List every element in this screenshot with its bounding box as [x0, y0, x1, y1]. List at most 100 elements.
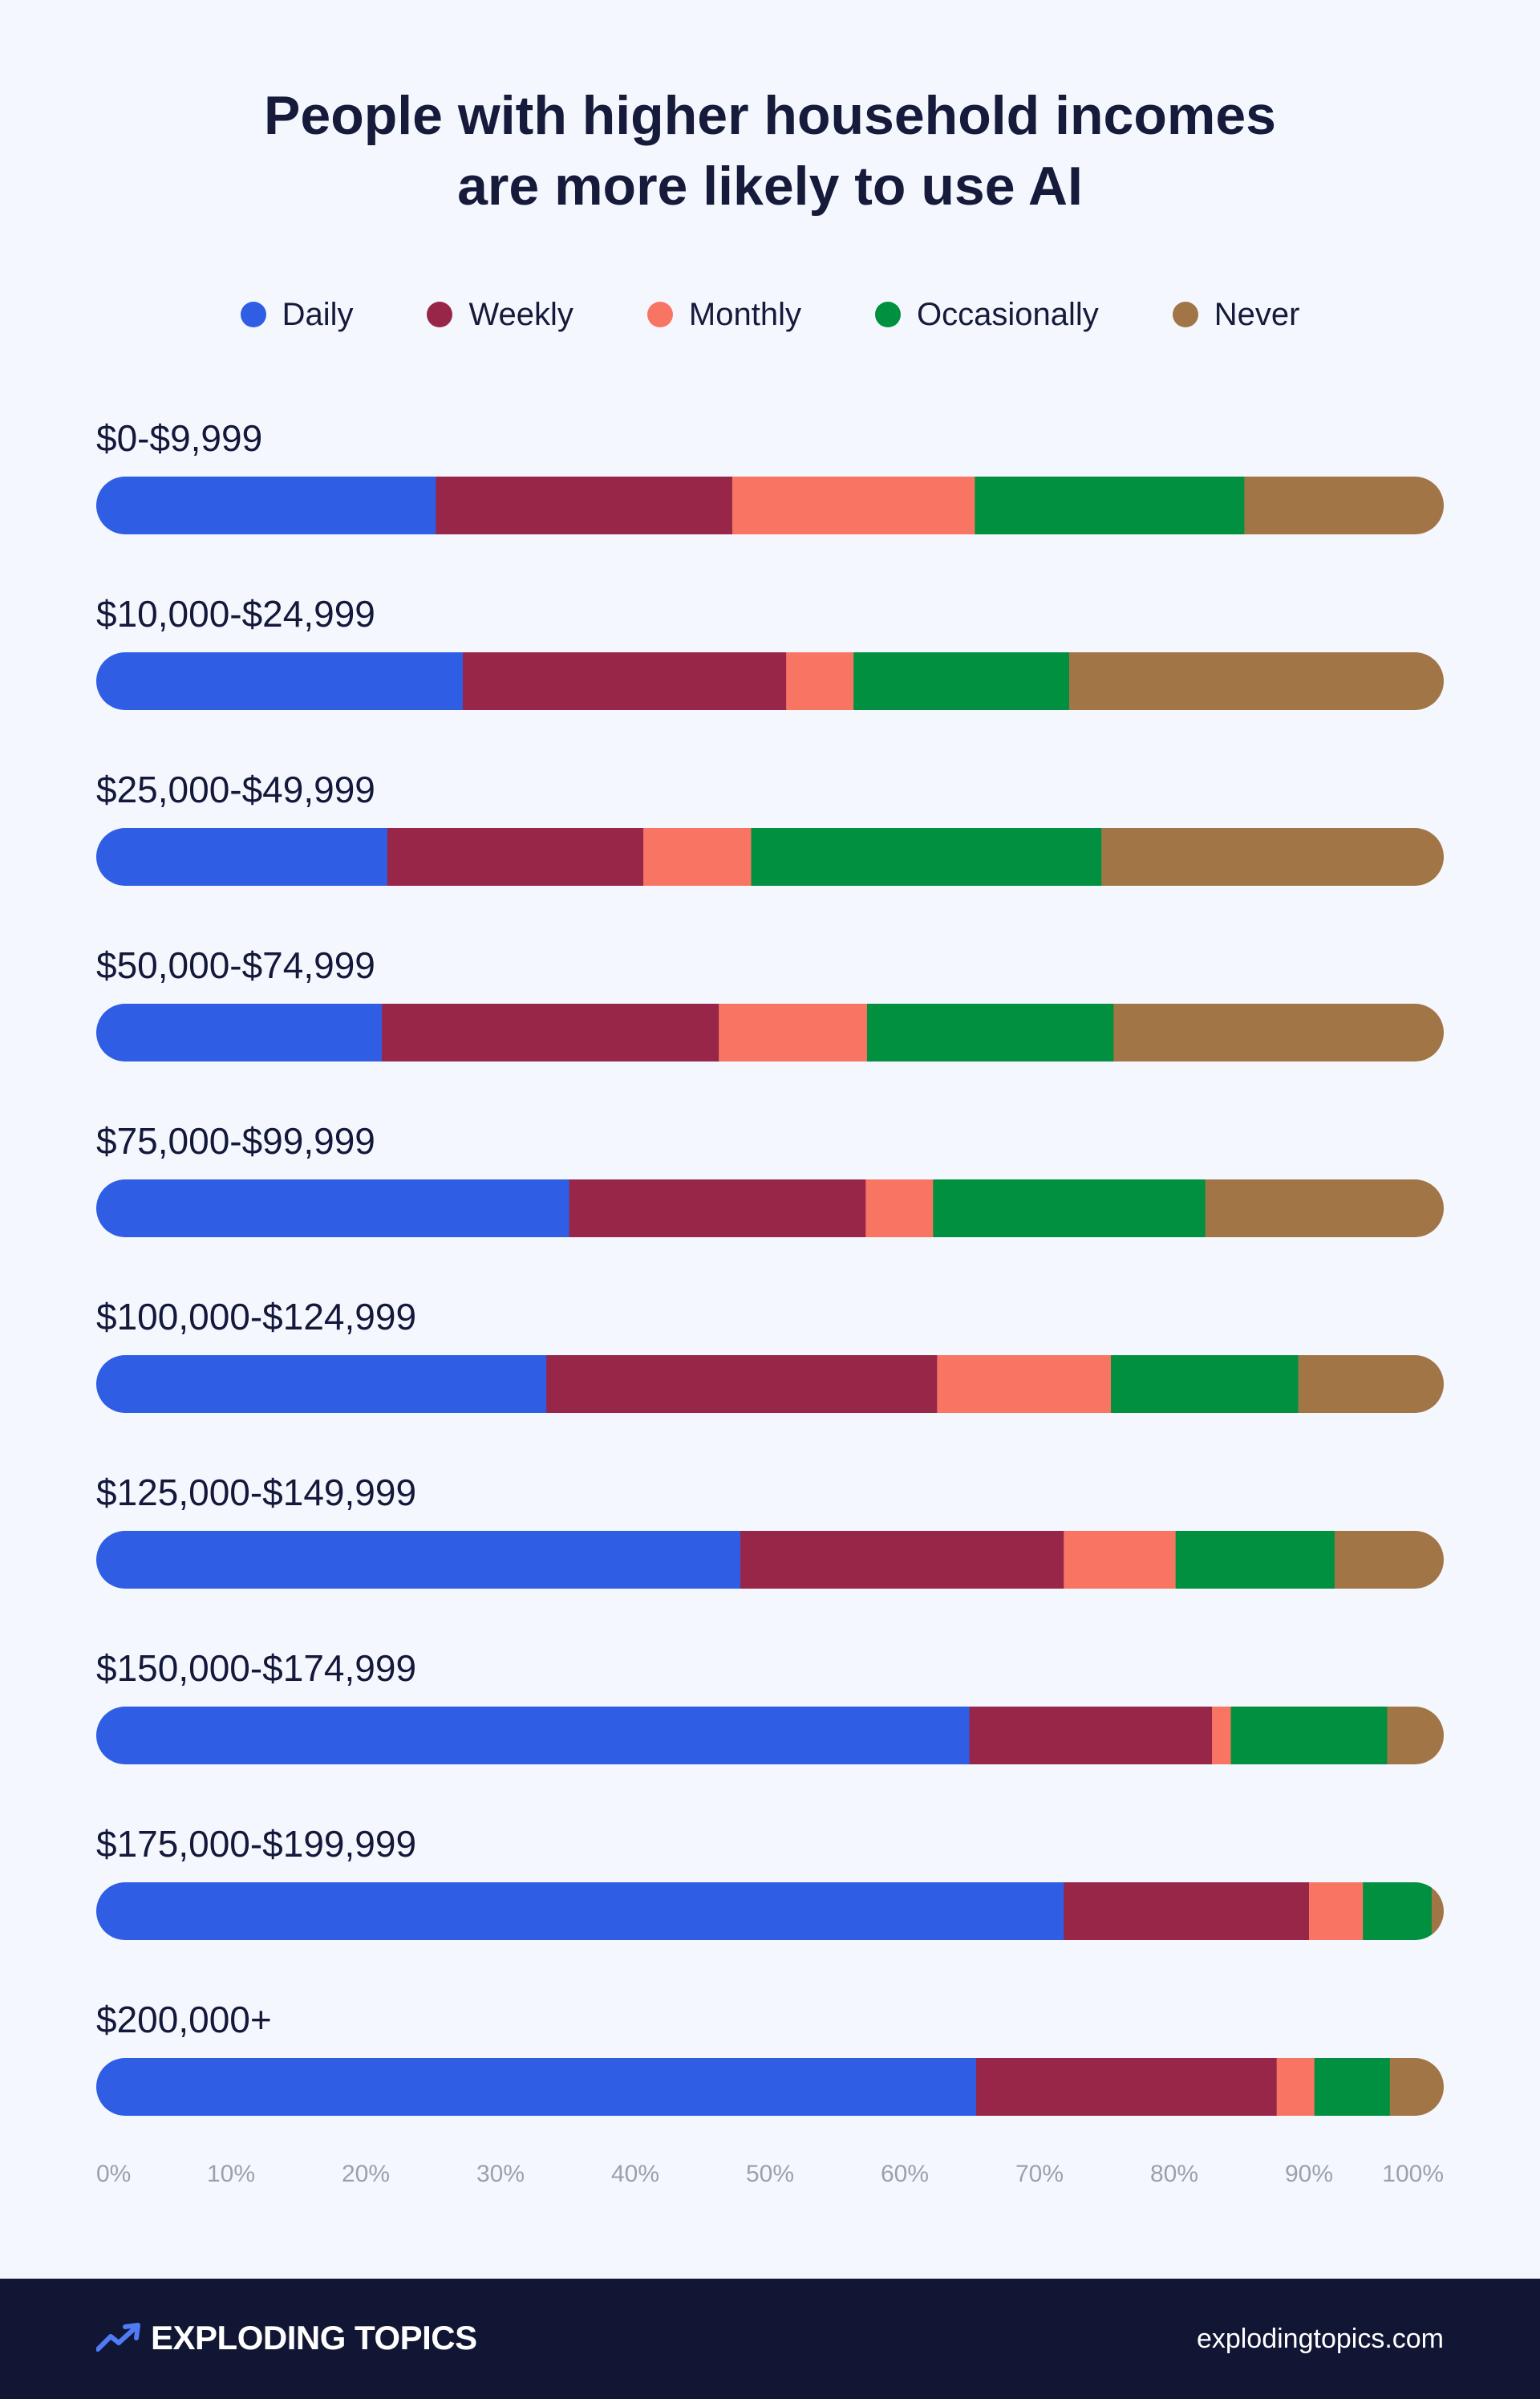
- bar-segment-daily: [96, 1355, 547, 1413]
- bar-row: [96, 1179, 1444, 1237]
- bar-segment-occasionally: [853, 652, 1070, 710]
- bar-row: [96, 1355, 1444, 1413]
- category-label: $50,000-$74,999: [96, 944, 375, 986]
- bar-segment-occasionally: [1175, 1531, 1335, 1589]
- x-tick-label: 20%: [342, 2161, 390, 2187]
- x-tick-label: 100%: [1382, 2161, 1444, 2187]
- bar-segment-occasionally: [975, 477, 1245, 534]
- bar-segment-daily: [96, 828, 388, 886]
- x-tick-label: 50%: [746, 2161, 794, 2187]
- bar-row: [96, 1882, 1444, 1940]
- category-label: $175,000-$199,999: [96, 1823, 416, 1865]
- bar-row: [96, 1004, 1444, 1061]
- legend-item-monthly: Monthly: [646, 290, 801, 339]
- bar-segment-monthly: [643, 828, 752, 886]
- trend-arrow-icon: [96, 2323, 140, 2352]
- bar-segment-daily: [96, 477, 436, 534]
- bar-segment-weekly: [976, 2058, 1278, 2116]
- legend-label-never: Never: [1214, 297, 1300, 332]
- bar-segment-weekly: [740, 1531, 1064, 1589]
- bar-segment-never: [1205, 1179, 1444, 1237]
- x-tick-label: 90%: [1285, 2161, 1333, 2187]
- site-url[interactable]: explodingtopics.com: [1196, 2324, 1444, 2354]
- bar-segment-occasionally: [751, 828, 1102, 886]
- x-tick-label: 10%: [207, 2161, 255, 2187]
- bar-segment-monthly: [937, 1355, 1112, 1413]
- category-label: $10,000-$24,999: [96, 593, 375, 635]
- category-label: $75,000-$99,999: [96, 1120, 375, 1162]
- bar-segment-monthly: [1064, 1531, 1177, 1589]
- bar-segment-weekly: [462, 652, 787, 710]
- brand-name: EXPLODING TOPICS: [151, 2319, 477, 2356]
- legend-label-daily: Daily: [282, 297, 354, 332]
- bar-segment-monthly: [786, 652, 854, 710]
- bar-segment-never: [1389, 2058, 1444, 2116]
- x-tick-label: 30%: [476, 2161, 525, 2187]
- bar-segment-never: [1113, 1004, 1444, 1061]
- bar-segment-monthly: [1276, 2058, 1315, 2116]
- bar-segment-weekly: [569, 1179, 866, 1237]
- x-tick-label: 70%: [1015, 2161, 1064, 2187]
- bar-segment-weekly: [436, 477, 733, 534]
- category-label: $0-$9,999: [96, 417, 262, 459]
- bar-segment-never: [1068, 652, 1444, 710]
- category-label: $100,000-$124,999: [96, 1296, 416, 1338]
- bar-segment-never: [1431, 1882, 1444, 1940]
- bar-segment-occasionally: [1363, 1882, 1433, 1940]
- legend-label-occasionally: Occasionally: [916, 297, 1099, 332]
- bar-segment-occasionally: [933, 1179, 1206, 1237]
- bar-segment-occasionally: [1314, 2058, 1391, 2116]
- bar-segment-weekly: [1064, 1882, 1310, 1940]
- bar-segment-never: [1101, 828, 1444, 886]
- bar-segment-daily: [96, 2058, 977, 2116]
- x-tick-label: 60%: [881, 2161, 929, 2187]
- footer: EXPLODING TOPICS explodingtopics.com: [0, 2279, 1540, 2399]
- bar-segment-daily: [96, 1882, 1064, 1940]
- legend: Daily Weekly Monthly Occasionally Never: [0, 290, 1540, 339]
- legend-item-daily: Daily: [240, 290, 354, 339]
- legend-dot-occasionally: [874, 302, 901, 327]
- bar-segment-monthly: [1309, 1882, 1364, 1940]
- bar-segment-occasionally: [1230, 1707, 1388, 1764]
- category-label: $125,000-$149,999: [96, 1471, 416, 1513]
- category-label: $200,000+: [96, 1999, 272, 2040]
- bar-row: [96, 828, 1444, 886]
- bar-segment-occasionally: [1111, 1355, 1299, 1413]
- bar-segment-weekly: [546, 1355, 938, 1413]
- bar-segment-monthly: [865, 1179, 934, 1237]
- legend-dot-daily: [240, 302, 266, 327]
- bar-segment-weekly: [387, 828, 644, 886]
- bar-row: [96, 652, 1444, 710]
- bar-segment-never: [1244, 477, 1444, 534]
- bar-segment-occasionally: [866, 1004, 1114, 1061]
- bar-segment-weekly: [382, 1004, 719, 1061]
- bar-segment-never: [1334, 1531, 1444, 1589]
- category-label: $25,000-$49,999: [96, 769, 375, 810]
- bar-segment-daily: [96, 1531, 741, 1589]
- bar-segment-weekly: [969, 1707, 1213, 1764]
- bar-segment-monthly: [719, 1004, 868, 1061]
- brand-logo: EXPLODING TOPICS: [96, 2314, 477, 2362]
- legend-dot-never: [1172, 302, 1198, 327]
- legend-label-monthly: Monthly: [688, 297, 801, 332]
- legend-dot-weekly: [427, 302, 453, 327]
- bar-segment-never: [1387, 1707, 1444, 1764]
- x-tick-label: 0%: [96, 2161, 131, 2187]
- bar-row: [96, 1707, 1444, 1764]
- chart-title: People with higher household incomes are…: [0, 80, 1540, 221]
- bar-segment-never: [1298, 1355, 1444, 1413]
- stacked-bar-chart: $0-$9,999 $10,000-$24,999 $25,000-$49,999 $…: [96, 417, 1444, 2187]
- x-tick-label: 80%: [1150, 2161, 1198, 2187]
- category-label: $150,000-$174,999: [96, 1647, 416, 1689]
- legend-item-occasionally: Occasionally: [874, 290, 1099, 339]
- legend-item-never: Never: [1172, 290, 1300, 339]
- bar-row: [96, 2058, 1444, 2116]
- chart-title-line-1: People with higher household incomes: [264, 85, 1276, 146]
- legend-item-weekly: Weekly: [427, 290, 573, 339]
- x-tick-label: 40%: [611, 2161, 659, 2187]
- bar-segment-daily: [96, 1179, 570, 1237]
- bar-segment-monthly: [1212, 1707, 1232, 1764]
- bar-segment-daily: [96, 1004, 383, 1061]
- legend-label-weekly: Weekly: [468, 297, 573, 332]
- bar-segment-monthly: [732, 477, 975, 534]
